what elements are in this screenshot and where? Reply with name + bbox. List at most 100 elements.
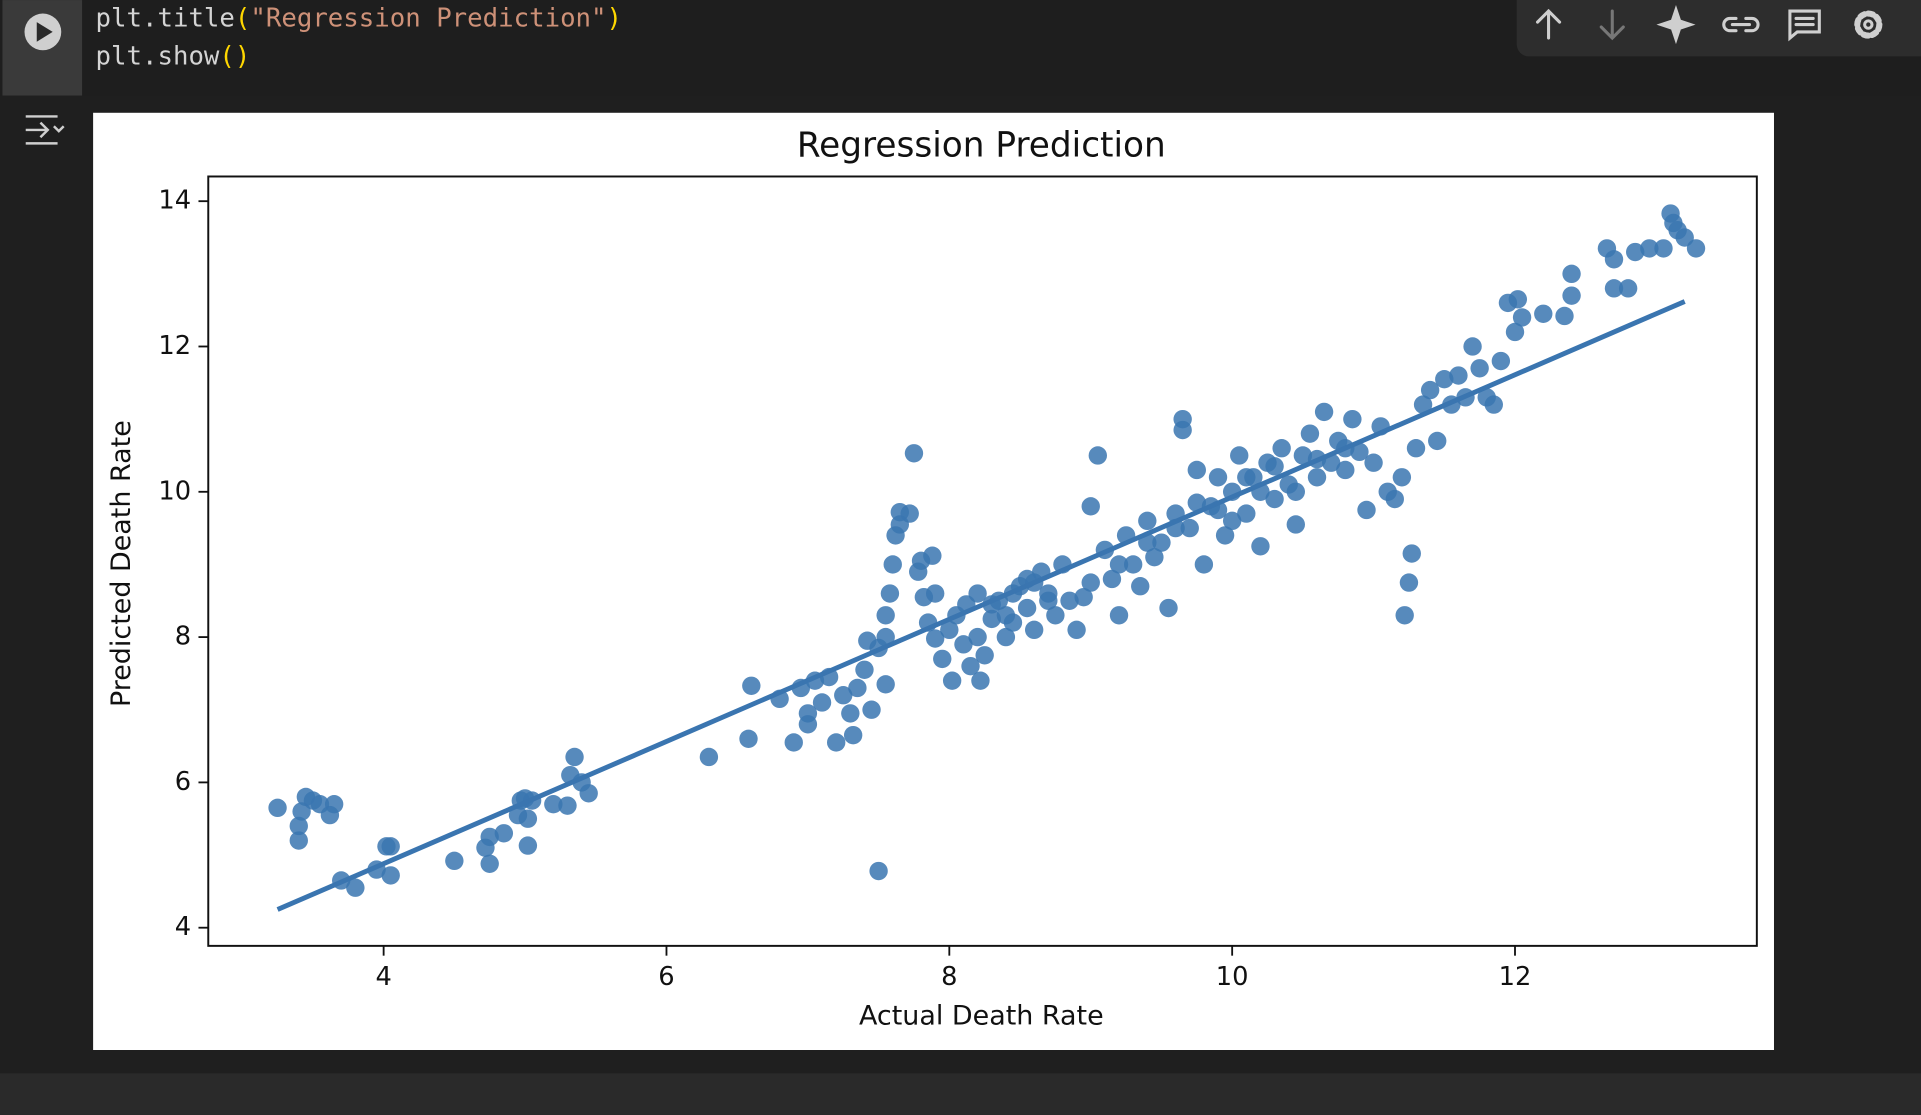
point: [1399, 573, 1419, 592]
point: [1081, 573, 1100, 592]
point: [1109, 606, 1129, 625]
settings-center: [1863, 19, 1874, 30]
settings-button[interactable]: [1854, 10, 1883, 39]
point: [923, 546, 942, 565]
figure: [93, 112, 1774, 1051]
point: [1017, 598, 1037, 618]
point: [346, 878, 365, 897]
gemini-button[interactable]: [1656, 5, 1696, 45]
point: [940, 620, 959, 640]
point: [1470, 359, 1489, 378]
y-tick-label: 6: [175, 767, 191, 797]
point: [982, 609, 1001, 629]
point: [579, 784, 598, 803]
code-token: (): [219, 41, 250, 71]
point: [1364, 453, 1383, 472]
point: [1512, 308, 1532, 327]
point: [996, 606, 1016, 625]
point: [1230, 446, 1249, 465]
point: [954, 635, 973, 654]
point: [1152, 533, 1171, 552]
x-tick-label: 12: [1499, 962, 1532, 992]
point: [1562, 286, 1581, 305]
point: [1463, 337, 1482, 356]
point: [1286, 515, 1305, 534]
point: [883, 555, 902, 574]
point: [1350, 442, 1369, 462]
point: [1060, 591, 1079, 610]
point: [1395, 606, 1414, 625]
point: [925, 584, 945, 603]
code-token: "Regression Prediction": [250, 3, 606, 33]
point: [1215, 526, 1235, 545]
y-axis-label: Predicted Death Rate: [106, 420, 137, 707]
point: [739, 729, 758, 748]
point: [1145, 547, 1164, 567]
point: [798, 715, 818, 734]
point: [480, 827, 499, 847]
point: [544, 795, 563, 814]
point: [1385, 489, 1404, 509]
point: [1286, 482, 1305, 501]
point: [1307, 468, 1327, 487]
y-tick-label: 14: [158, 186, 191, 216]
point: [1640, 239, 1659, 258]
x-tick-label: 10: [1216, 962, 1249, 992]
point: [961, 656, 980, 676]
point: [900, 504, 919, 523]
point: [1505, 322, 1525, 342]
point: [1508, 290, 1528, 309]
point: [1131, 577, 1150, 596]
run-icon: [36, 22, 53, 42]
point: [289, 816, 308, 836]
link-button[interactable]: [1722, 16, 1760, 33]
point: [1336, 460, 1355, 480]
code-line: plt.title("Regression Prediction"): [96, 3, 622, 33]
point: [862, 700, 881, 719]
point: [933, 649, 952, 669]
point: [1428, 431, 1447, 451]
move-up-button[interactable]: [1536, 8, 1562, 40]
point: [1081, 497, 1100, 516]
point: [904, 444, 924, 463]
point: [518, 836, 538, 855]
point: [834, 686, 853, 705]
plot: [268, 204, 1706, 912]
move-down-button[interactable]: [1599, 9, 1625, 41]
point: [1626, 242, 1645, 262]
point: [289, 831, 308, 850]
point: [1534, 304, 1553, 323]
point: [445, 851, 464, 871]
point: [1074, 587, 1093, 607]
point: [1406, 439, 1426, 458]
point: [784, 733, 803, 752]
point: [1392, 468, 1412, 487]
point: [1562, 264, 1581, 284]
x-axis-label: Actual Death Rate: [859, 1000, 1104, 1031]
point: [1159, 598, 1178, 618]
x-tick-label: 8: [941, 962, 957, 992]
point: [699, 747, 719, 767]
point: [869, 861, 888, 881]
point: [1039, 591, 1058, 610]
point: [1402, 544, 1421, 563]
point: [324, 795, 344, 814]
output-toggle[interactable]: [25, 115, 65, 145]
point: [1173, 420, 1192, 440]
footer-bar: [0, 1073, 1921, 1115]
point: [1251, 537, 1270, 556]
point: [268, 798, 287, 818]
point: [968, 627, 987, 647]
point: [971, 671, 990, 690]
comment-button[interactable]: [1788, 9, 1821, 42]
point: [565, 747, 584, 767]
point: [1265, 489, 1284, 509]
point: [494, 824, 514, 843]
point: [1449, 366, 1468, 385]
point: [876, 606, 895, 625]
point: [855, 660, 874, 679]
point: [1357, 500, 1376, 520]
point: [1180, 518, 1199, 538]
